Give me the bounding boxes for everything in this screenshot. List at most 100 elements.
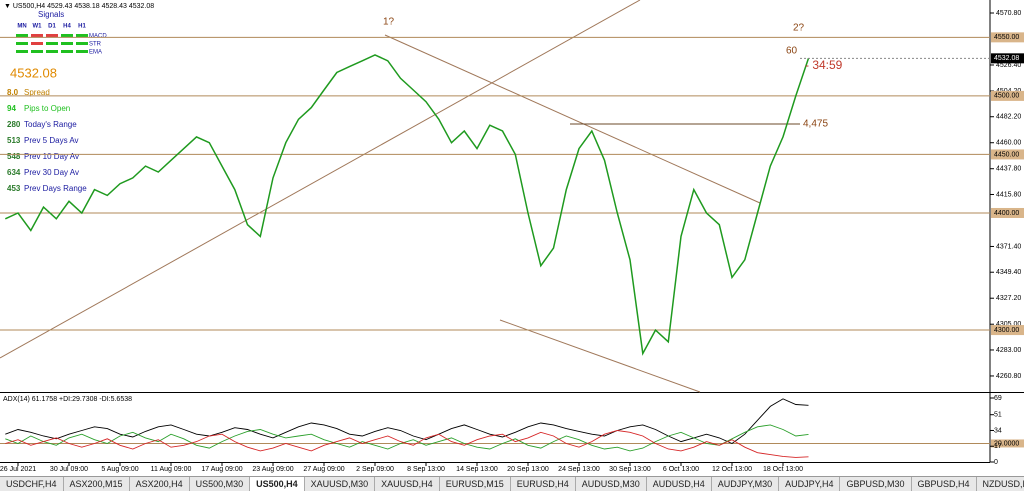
tab[interactable]: EURUSD,H4	[511, 477, 576, 491]
trendline	[384, 34, 761, 204]
annotation: 1?	[383, 17, 395, 28]
tab[interactable]: XAUUSD,M30	[305, 477, 376, 491]
signal-cell	[31, 42, 43, 45]
tab[interactable]: XAUUSD,H4	[375, 477, 440, 491]
signal-column: W1	[33, 24, 43, 30]
signal-cell	[76, 50, 88, 53]
tab-bar: USDCHF,H4 ASX200,M15 ASX200,H4 US500,M30 US5…	[0, 476, 1024, 491]
indicator-title: ADX(14) 61.1758 +DI:29.7308 -DI:5.6538	[3, 396, 132, 403]
annotation: 2?	[793, 23, 805, 34]
trendline	[0, 0, 641, 359]
signal-cell	[76, 42, 88, 45]
signal-column: H1	[78, 24, 86, 30]
price-line	[4, 54, 810, 356]
signal-cell	[31, 34, 43, 37]
info-label: Prev Days Range	[24, 184, 87, 193]
tab[interactable]: AUDUSD,M30	[576, 477, 647, 491]
level-label: 4450.00	[994, 151, 1019, 158]
level-box	[991, 207, 1024, 218]
chart: ▼ US500,H4 4529.43 4538.18 4528.43 4532.…	[0, 0, 1024, 476]
signal-column: D1	[48, 24, 56, 30]
info-value: 453	[7, 184, 21, 193]
y-tick-label: 4482.20	[996, 114, 1021, 121]
x-tick-label: 14 Sep 13:00	[456, 466, 498, 473]
signal-row: EMA	[89, 50, 102, 56]
signal-cell	[76, 34, 88, 37]
indicator-line	[5, 430, 809, 458]
signals-label: Signals	[38, 10, 64, 19]
signal-cell	[31, 50, 43, 53]
tab[interactable]: EURUSD,M15	[440, 477, 511, 491]
indicator-level-box	[991, 439, 1024, 448]
x-tick-label: 30 Sep 13:00	[609, 466, 651, 473]
x-tick-label: 24 Sep 13:00	[558, 466, 600, 473]
info-label: Spread	[24, 88, 50, 97]
level-box	[991, 149, 1024, 160]
tab[interactable]: AUDJPY,H4	[779, 477, 841, 491]
tab[interactable]: NZDUSD,M30	[977, 477, 1024, 491]
y-tick-label: 4260.80	[996, 373, 1021, 380]
tab[interactable]: USDCHF,H4	[0, 477, 64, 491]
y-tick-label: 4283.00	[996, 347, 1021, 354]
info-label: Pips to Open	[24, 104, 70, 113]
indicator-tick-label: 34	[994, 427, 1002, 434]
tab[interactable]: US500,M30	[190, 477, 251, 491]
x-tick-label: 18 Oct 13:00	[763, 466, 803, 473]
level-box	[991, 90, 1024, 101]
y-tick-label: 4526.40	[996, 62, 1021, 69]
level-label: 4550.00	[994, 34, 1019, 41]
x-tick-label: 26 Jul 2021	[0, 466, 36, 473]
signal-cell	[46, 34, 58, 37]
indicator-tick-label: 0	[994, 459, 998, 466]
x-tick-label: 12 Oct 13:00	[712, 466, 752, 473]
info-value: 8.0	[7, 88, 19, 97]
signal-row: MACD	[89, 34, 107, 40]
plot: 4570.804526.404504.204482.204460.004437.…	[0, 10, 1024, 473]
tab[interactable]: ASX200,H4	[130, 477, 190, 491]
tab[interactable]: ASX200,M15	[64, 477, 130, 491]
level-box	[991, 32, 1024, 43]
level-label: 4300.00	[994, 327, 1019, 334]
signal-cell	[46, 42, 58, 45]
y-tick-label: 4349.40	[996, 269, 1021, 276]
signal-row: STR	[89, 42, 102, 48]
info-label: Prev 30 Day Av	[24, 168, 79, 177]
tab[interactable]: GBPUSD,H4	[912, 477, 977, 491]
info-value: 634	[7, 168, 21, 177]
tab[interactable]: AUDUSD,H4	[647, 477, 712, 491]
x-tick-label: 5 Aug 09:00	[101, 466, 138, 473]
y-tick-label: 4415.80	[996, 191, 1021, 198]
level-label: 4400.00	[994, 210, 1019, 217]
last-price-box	[991, 53, 1024, 64]
y-tick-label: 4305.00	[996, 321, 1021, 328]
x-tick-label: 27 Aug 09:00	[303, 466, 344, 473]
indicator-tick-label: 20.0000	[994, 440, 1019, 447]
x-tick-label: 11 Aug 09:00	[151, 466, 192, 473]
x-tick-label: 2 Sep 09:00	[356, 466, 394, 473]
level-label: 4500.00	[994, 93, 1019, 100]
signal-cell	[16, 42, 28, 45]
indicator-tick-label: 17	[994, 443, 1002, 450]
indicator-tick-label: 69	[994, 395, 1002, 402]
x-tick-label: 17 Aug 09:00	[201, 466, 242, 473]
info-value: 548	[7, 152, 21, 161]
info-value: 513	[7, 136, 21, 145]
background	[0, 0, 1024, 476]
x-tick-label: 20 Sep 13:00	[507, 466, 549, 473]
annotation: 60	[786, 46, 798, 57]
trendline	[499, 319, 701, 393]
tab[interactable]: US500,H4	[250, 477, 305, 491]
signal-cell	[61, 34, 73, 37]
tab[interactable]: AUDJPY,M30	[712, 477, 780, 491]
x-tick-label: 30 Jul 09:00	[50, 466, 88, 473]
indicator-line	[5, 424, 809, 452]
symbol-line: ▼ US500,H4 4529.43 4538.18 4528.43 4532.…	[4, 3, 154, 10]
info-value: 94	[7, 104, 16, 113]
info-label: Today's Range	[24, 120, 77, 129]
tab[interactable]: GBPUSD,M30	[840, 477, 912, 491]
signal-cell	[46, 50, 58, 53]
level-box	[991, 325, 1024, 336]
